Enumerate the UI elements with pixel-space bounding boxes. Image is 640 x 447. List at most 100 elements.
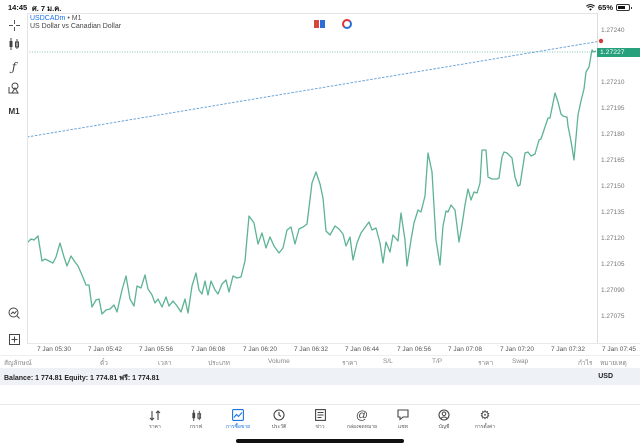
history-clock-icon [273,408,285,422]
symbol-description: US Dollar vs Canadian Dollar [30,23,122,30]
time-axis-label: 7 Jan 06:56 [397,346,431,353]
tab-label: แชท [398,424,408,430]
column-sl[interactable]: S/L [383,358,393,365]
price-axis-label: 1.27210 [601,79,625,86]
chart-left-border [27,13,28,343]
tab-label: การตั้งค่า [474,424,496,430]
time-axis-label: 7 Jan 07:32 [551,346,585,353]
time-axis-label: 7 Jan 06:32 [294,346,328,353]
tab-settings[interactable]: ⚙ การตั้งค่า [465,408,505,431]
column-ticket[interactable]: ตั๋ว [100,360,108,367]
tab-label: ประวัติ [271,424,287,430]
time-axis-label: 7 Jan 06:08 [191,346,225,353]
gear-icon: ⚙ [479,408,491,422]
price-axis-label: 1.27135 [601,209,625,216]
time-axis-label: 7 Jan 06:44 [345,346,379,353]
time-axis: 7 Jan 05:30 7 Jan 05:42 7 Jan 05:56 7 Ja… [27,343,640,355]
trade-chart-icon [232,408,244,422]
timeframe-button[interactable]: M1 [4,103,24,119]
price-axis-label: 1.27090 [601,287,625,294]
price-line-chart[interactable] [27,13,640,343]
price-axis-label: 1.27195 [601,105,625,112]
indicators-button[interactable]: ƒ [4,59,24,75]
tab-chat[interactable]: แชท [383,408,423,431]
tab-label: บัญชี [438,424,450,430]
chart-toolbar: ƒ M1 [0,14,27,347]
column-type[interactable]: ประเภท [208,360,230,367]
tab-label: ราคา [149,424,161,430]
column-symbol[interactable]: สัญลักษณ์ [4,360,32,367]
column-swap[interactable]: Swap [512,358,529,365]
symbol-name: USDCADm [30,15,66,22]
battery-icon [616,4,632,11]
tab-account[interactable]: บัญชี [424,408,464,431]
column-tp[interactable]: T/P [432,358,443,365]
price-chart[interactable] [27,13,640,343]
tab-chart[interactable]: กราฟ [176,408,216,431]
objects-button[interactable] [4,80,24,96]
tab-trade[interactable]: การซื้อขาย [218,408,258,431]
account-summary: Balance: 1 774.81 Equity: 1 774.81 ฟรี: … [4,375,160,382]
time-axis-label: 7 Jan 05:30 [37,346,71,353]
new-order-button[interactable] [4,331,24,347]
market-clock-icon[interactable] [342,19,352,29]
status-date: ศ. 7 ม.ค. [32,4,62,13]
column-comment[interactable]: หมายเหตุ [600,360,627,367]
function-icon: ƒ [11,60,17,74]
column-profit[interactable]: กำไร [578,360,593,367]
current-price-tag: 1.27227 [597,48,640,57]
chart-top-border [27,13,597,14]
price-line-series [27,49,597,315]
battery-percent: 65% [597,3,613,12]
shapes-icon [8,82,19,94]
crosshair-button[interactable] [4,17,24,33]
tab-quotes[interactable]: ราคา [135,408,175,431]
chart-zoom-icon [8,307,20,319]
quotes-arrows-icon [149,408,161,422]
column-price-open[interactable]: ราคา [342,360,358,367]
news-icon [314,408,326,422]
price-axis-label: 1.27165 [601,157,625,164]
column-volume[interactable]: Volume [268,358,290,365]
time-axis-label: 7 Jan 05:42 [88,346,122,353]
symbol-title[interactable]: USDCADm • M1 [30,15,81,22]
tab-news[interactable]: ข่าว [300,408,340,431]
chart-type-button[interactable] [4,36,24,52]
symbol-timeframe: M1 [71,15,82,22]
trendline[interactable] [27,40,602,138]
zoom-chart-button[interactable] [4,305,24,321]
add-order-icon [8,333,20,345]
time-axis-label: 7 Jan 06:20 [243,346,277,353]
status-time: 14:45 [8,3,28,12]
price-axis-label: 1.27120 [601,235,625,242]
price-axis-label: 1.27075 [601,313,625,320]
tab-history[interactable]: ประวัติ [259,408,299,431]
tab-mailbox[interactable]: @ กล่องจดหมาย [342,408,382,431]
trendline-anchor-marker[interactable] [598,38,604,44]
tab-label: กราฟ [189,424,203,430]
time-axis-label: 7 Jan 07:20 [500,346,534,353]
time-axis-label: 7 Jan 05:56 [139,346,173,353]
status-right: 65% [586,3,632,12]
mail-at-icon: @ [355,408,369,422]
one-click-trading-icon[interactable] [314,20,325,28]
tabbar-divider [0,404,640,405]
symbol-separator: • [67,15,70,22]
price-axis-label: 1.27240 [601,27,625,34]
tab-label: ข่าว [315,424,325,430]
column-time[interactable]: เวลา [158,360,172,367]
wifi-icon [586,4,595,11]
price-axis-label: 1.27150 [601,183,625,190]
price-axis: 1.27240 1.27210 1.27195 1.27180 1.27165 … [597,13,640,343]
column-price-current[interactable]: ราคา [478,360,494,367]
chat-bubble-icon [397,408,409,422]
account-currency: USD [598,373,613,380]
chart-top-icons [314,19,352,29]
trade-table-header: สัญลักษณ์ ตั๋ว เวลา ประเภท Volume ราคา S… [0,355,640,367]
price-axis-border [597,13,598,343]
status-bar: 14:45 ศ. 7 ม.ค. 65% [0,0,640,14]
account-balance-row[interactable]: Balance: 1 774.81 Equity: 1 774.81 ฟรี: … [0,368,640,385]
bottom-tab-bar: ราคา กราฟ การซื้อขาย ประวัติ ข่าว @ กล่อ… [0,405,640,435]
price-axis-label: 1.27105 [601,261,625,268]
home-indicator[interactable] [236,439,404,443]
